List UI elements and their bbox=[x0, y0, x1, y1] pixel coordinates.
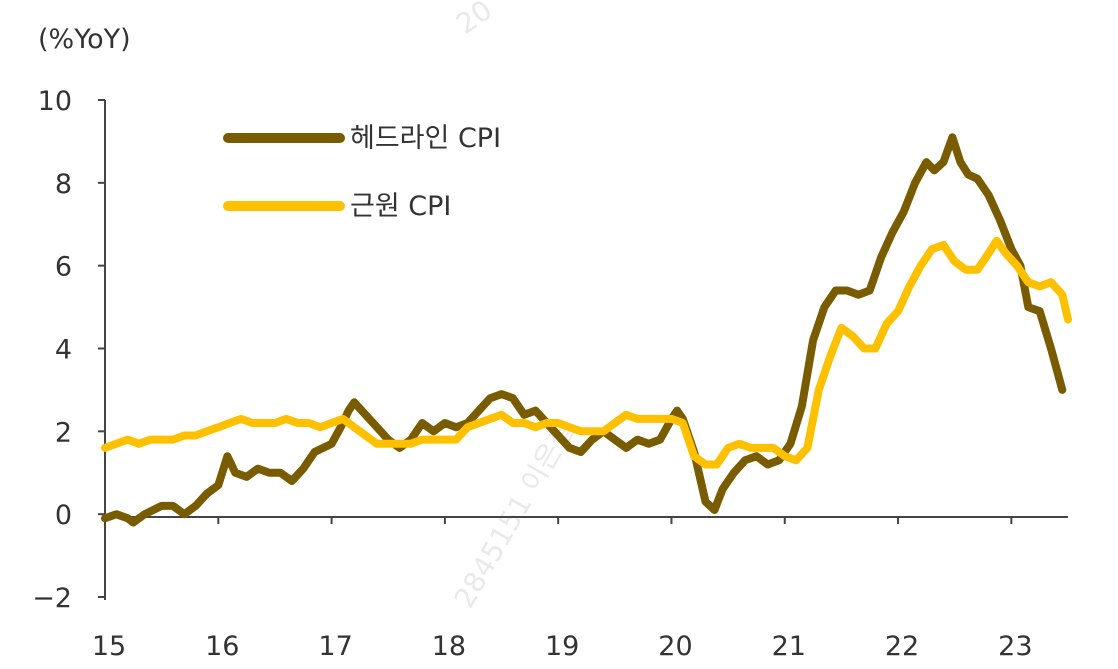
series-line-headline-cpi bbox=[101, 133, 1067, 527]
series-line-core-cpi bbox=[101, 236, 1072, 469]
x-tick-label: 16 bbox=[205, 631, 239, 662]
x-tick-label: 20 bbox=[658, 631, 692, 662]
x-axis-ticks: 15 16 17 18 19 20 21 22 23 bbox=[92, 517, 1033, 662]
series-lines bbox=[101, 133, 1072, 527]
y-tick-label: 0 bbox=[55, 500, 72, 531]
watermark: 20 2845151 이은실 bbox=[447, 0, 581, 614]
y-tick-label: −2 bbox=[32, 583, 72, 614]
y-tick-label: 4 bbox=[55, 335, 72, 366]
y-unit-label: (%YoY) bbox=[38, 24, 131, 55]
x-tick-label: 15 bbox=[92, 631, 126, 662]
x-tick-label: 23 bbox=[998, 631, 1032, 662]
x-tick-label: 22 bbox=[885, 631, 919, 662]
x-tick-label: 18 bbox=[432, 631, 466, 662]
watermark-text-top: 20 bbox=[450, 0, 498, 41]
y-tick-label: 6 bbox=[55, 252, 72, 283]
legend: 헤드라인 CPI 근원 CPI bbox=[223, 123, 501, 222]
y-axis-ticks: −2 0 2 4 6 8 10 bbox=[32, 86, 105, 614]
x-tick-label: 21 bbox=[772, 631, 806, 662]
x-tick-label: 19 bbox=[545, 631, 579, 662]
legend-label-headline: 헤드라인 CPI bbox=[350, 123, 501, 154]
y-tick-label: 10 bbox=[38, 86, 72, 117]
x-tick-label: 17 bbox=[318, 631, 352, 662]
legend-label-core: 근원 CPI bbox=[350, 191, 451, 222]
y-tick-label: 8 bbox=[55, 169, 72, 200]
y-tick-label: 2 bbox=[55, 417, 72, 448]
